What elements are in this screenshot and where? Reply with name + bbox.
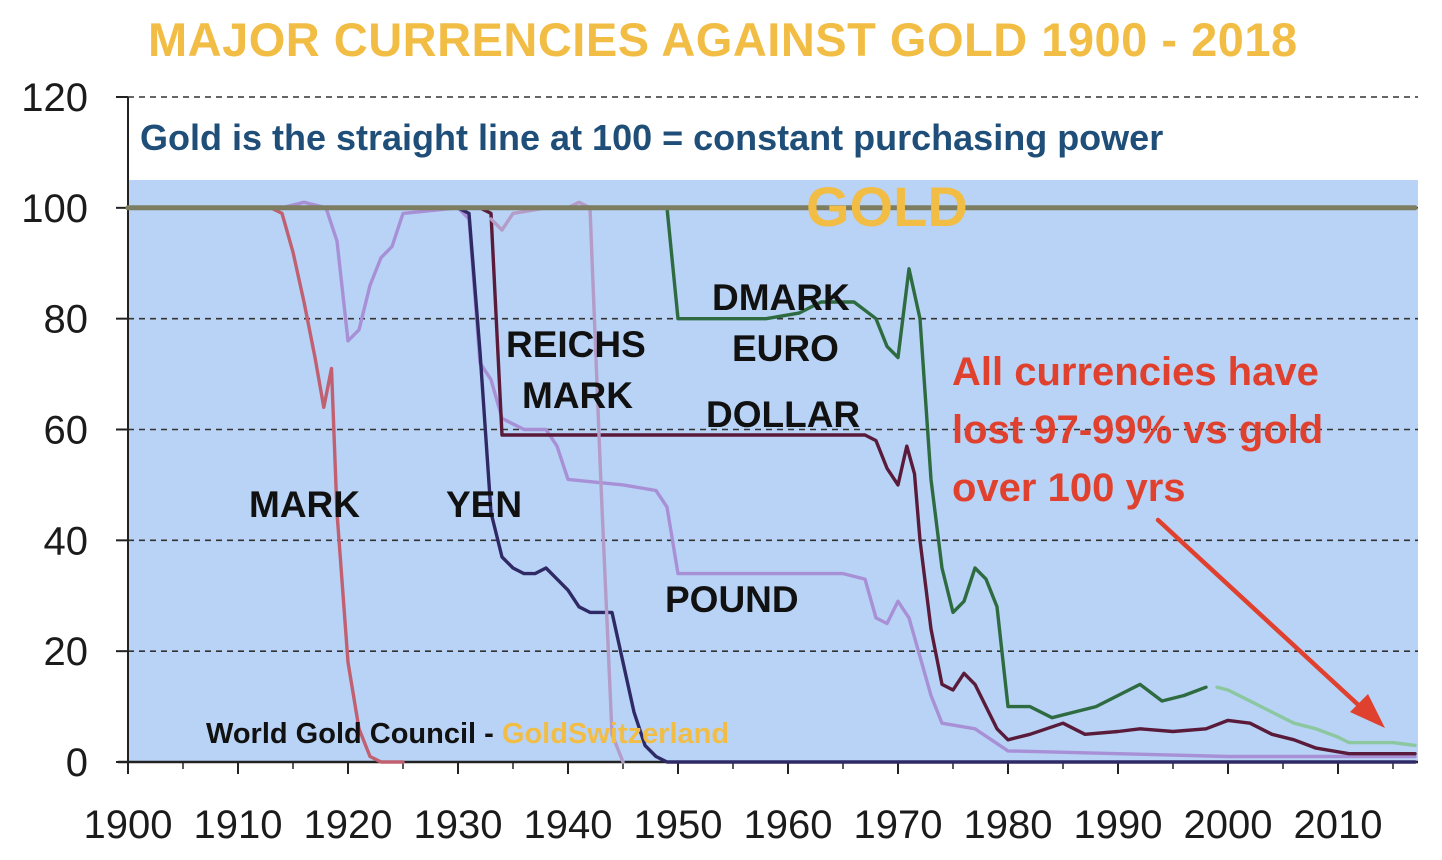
- plot-background: [128, 180, 1418, 762]
- annotation-arrow: [1155, 517, 1385, 728]
- x-tick-label-1910: 1910: [194, 803, 283, 847]
- x-tick-label-1970: 1970: [854, 803, 943, 847]
- source-brand: GoldSwitzerland: [502, 718, 729, 750]
- series-line-yen: [445, 206, 1417, 764]
- annotation-line-3: over 100 yrs: [952, 466, 1186, 510]
- series-line-euro: [1215, 685, 1417, 748]
- label-mark: MARK: [249, 484, 360, 525]
- x-tick-label-1960: 1960: [744, 803, 833, 847]
- series-line-dmark: [665, 206, 1208, 720]
- source-credit: World Gold Council - GoldSwitzerland: [206, 718, 729, 750]
- annotation-line-1: All currencies have: [952, 350, 1319, 394]
- label-pound: POUND: [665, 579, 799, 620]
- series-line-mark: [126, 206, 405, 764]
- y-tick-label-120: 120: [21, 76, 88, 120]
- x-tick-label-2010: 2010: [1294, 803, 1383, 847]
- label-reichsmark-mark: MARK: [522, 375, 633, 416]
- x-tick-label-2000: 2000: [1184, 803, 1273, 847]
- y-tick-label-100: 100: [21, 187, 88, 231]
- y-tick-label-80: 80: [44, 298, 89, 342]
- y-tick-labels: 0 20 40 60 80 100 120: [21, 76, 88, 785]
- label-yen: YEN: [446, 484, 522, 525]
- y-tick-label-60: 60: [44, 409, 89, 453]
- annotation-line-2: lost 97-99% vs gold: [952, 408, 1323, 452]
- label-reichs: REICHS: [506, 324, 646, 365]
- label-euro: EURO: [732, 328, 839, 369]
- x-tick-label-1900: 1900: [84, 803, 173, 847]
- label-gold: GOLD: [806, 175, 968, 238]
- y-tick-label-40: 40: [44, 519, 89, 563]
- series-line-dollar: [467, 206, 1417, 756]
- x-tick-label-1920: 1920: [304, 803, 393, 847]
- series-line-pound: [126, 200, 1417, 759]
- y-tick-label-20: 20: [44, 630, 89, 674]
- chart-title: MAJOR CURRENCIES AGAINST GOLD 1900 - 201…: [148, 13, 1298, 66]
- label-dmark: DMARK: [712, 277, 850, 318]
- x-tick-label-1940: 1940: [524, 803, 613, 847]
- x-tick-labels: 1900 1910 1920 1930 1940 1950 1960 1970 1980 1990…: [84, 803, 1383, 847]
- arrow-head: [1350, 694, 1385, 728]
- x-tick-label-1990: 1990: [1074, 803, 1163, 847]
- chart-subtitle: Gold is the straight line at 100 = const…: [140, 117, 1163, 158]
- series-lines: [125, 200, 1418, 764]
- source-prefix: World Gold Council -: [206, 718, 502, 750]
- label-dollar: DOLLAR: [706, 394, 860, 435]
- x-tick-label-1950: 1950: [634, 803, 723, 847]
- series-line-reichsmark: [489, 200, 625, 764]
- x-tick-label-1980: 1980: [964, 803, 1053, 847]
- arrow-shaft: [1155, 517, 1369, 715]
- x-tick-label-1930: 1930: [414, 803, 503, 847]
- y-tick-label-0: 0: [66, 741, 88, 785]
